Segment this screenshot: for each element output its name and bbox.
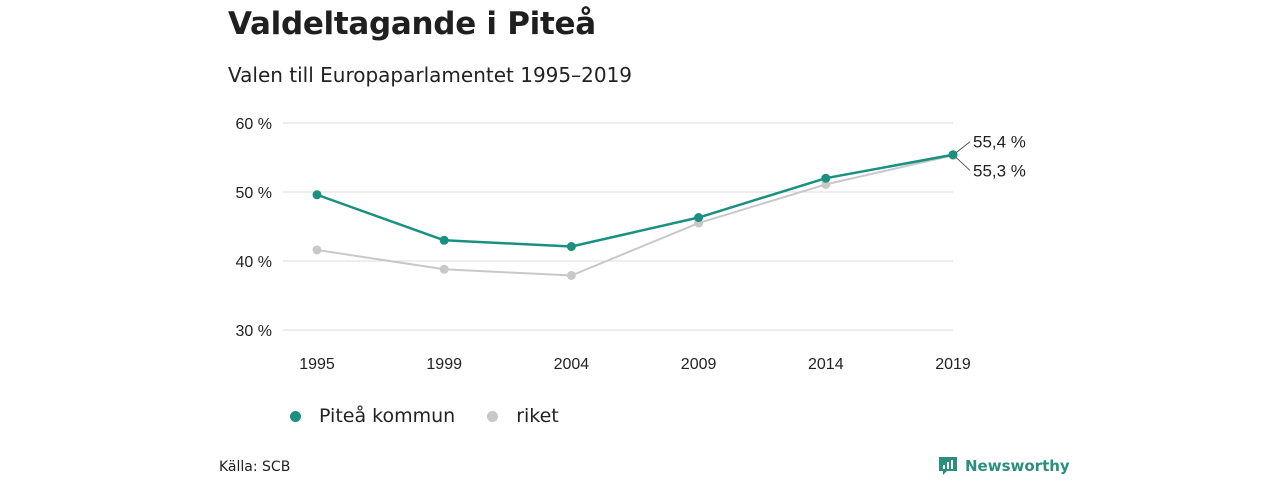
brand-logo[interactable]: Newsworthy xyxy=(938,456,1070,476)
newsworthy-logo-icon xyxy=(939,457,957,475)
data-point xyxy=(566,270,576,280)
data-point xyxy=(694,213,704,223)
data-point xyxy=(821,173,831,183)
chart-subtitle: Valen till Europaparlamentet 1995–2019 xyxy=(228,63,633,87)
leader-line xyxy=(955,157,971,171)
y-tick-label: 50 % xyxy=(236,185,272,202)
legend-label-pitea: Piteå kommun xyxy=(319,405,456,427)
legend-item-riket: riket xyxy=(487,405,559,427)
data-point xyxy=(312,245,322,255)
line-chart: 30 % 40 % 50 % 60 % 1995 1999 2004 2009 2014 201… xyxy=(236,116,1026,373)
legend-dot-riket xyxy=(487,410,499,422)
legend-label-riket: riket xyxy=(516,405,559,427)
x-tick-label: 1995 xyxy=(299,356,335,373)
end-label-riket: 55,3 % xyxy=(973,161,1026,180)
data-point xyxy=(439,235,449,245)
legend-dot-pitea xyxy=(290,410,301,422)
series-riket xyxy=(312,150,958,280)
data-point xyxy=(821,179,831,189)
x-tick-label: 2004 xyxy=(554,356,590,373)
legend-item-pitea: Piteå kommun xyxy=(290,405,455,427)
x-tick-label: 2014 xyxy=(808,356,844,373)
y-tick-label: 60 % xyxy=(236,116,272,133)
leader-line xyxy=(955,141,971,154)
x-tick-label: 2019 xyxy=(935,356,971,373)
data-point xyxy=(566,242,576,252)
source-note: Källa: SCB xyxy=(219,459,291,475)
brand-name: Newsworthy xyxy=(965,457,1070,475)
data-point xyxy=(948,150,958,160)
end-label-pitea: 55,4 % xyxy=(973,133,1026,152)
chart-title: Valdeltagande i Piteå xyxy=(228,6,596,42)
data-point xyxy=(439,264,449,274)
series-line xyxy=(316,153,954,248)
data-point xyxy=(312,190,322,200)
chart-legend: Piteå kommun riket xyxy=(290,405,591,427)
x-tick-label: 2009 xyxy=(681,356,717,373)
y-tick-label: 30 % xyxy=(236,323,272,340)
series-pitea xyxy=(312,150,958,252)
series-line xyxy=(316,154,954,277)
x-tick-label: 1999 xyxy=(426,356,462,373)
y-tick-label: 40 % xyxy=(236,254,272,271)
